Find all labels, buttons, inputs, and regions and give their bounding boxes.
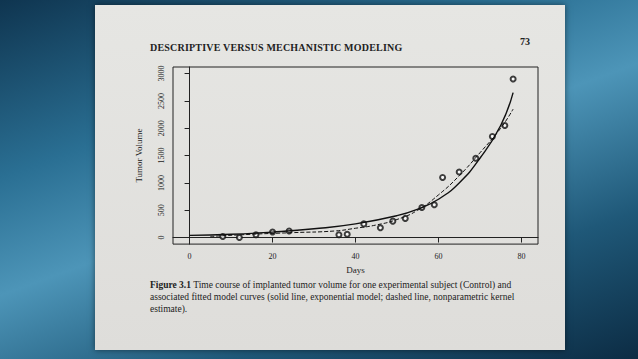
- svg-text:1000: 1000: [157, 175, 166, 191]
- html-text:Figure 3.1 Time course of impl: Figure 3.1 Time course of implanted tumo…: [150, 280, 515, 314]
- svg-text:0: 0: [188, 252, 192, 261]
- svg-text:3000: 3000: [157, 66, 166, 82]
- svg-text:80: 80: [517, 252, 525, 261]
- svg-text:1500: 1500: [157, 148, 166, 164]
- svg-text:60: 60: [434, 252, 442, 261]
- html-text:73: 73: [520, 36, 530, 47]
- svg-text:2500: 2500: [157, 93, 166, 109]
- svg-text:20: 20: [269, 252, 277, 261]
- html-text:DESCRIPTIVE VERSUS MECHANISTIC: DESCRIPTIVE VERSUS MECHANISTIC MODELING: [150, 42, 403, 53]
- svg-text:Days: Days: [346, 265, 365, 275]
- svg-text:0: 0: [157, 236, 166, 240]
- svg-text:40: 40: [352, 252, 360, 261]
- svg-text:Tumor Volume: Tumor Volume: [134, 128, 144, 182]
- svg-text:2000: 2000: [157, 120, 166, 136]
- svg-text:500: 500: [157, 204, 166, 216]
